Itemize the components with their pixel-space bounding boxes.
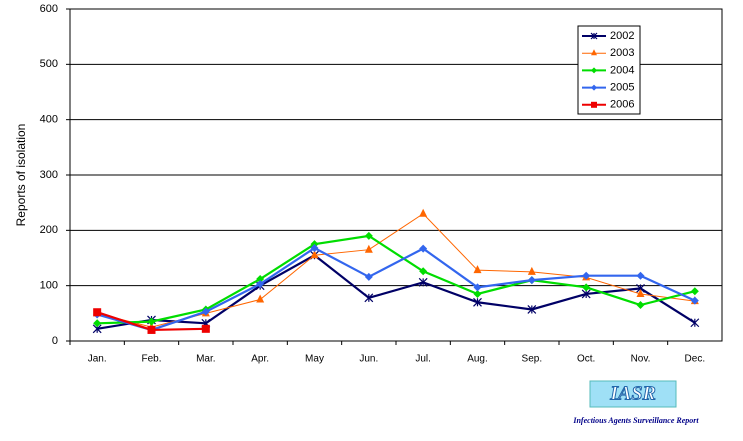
- x-tick-label: Dec.: [685, 354, 706, 365]
- series-line: [97, 234, 696, 325]
- marker: [256, 294, 265, 303]
- marker: [310, 250, 319, 259]
- x-tick-label: Nov.: [631, 354, 651, 365]
- legend-label: 2002: [610, 30, 634, 42]
- x-tick-label: Jun.: [359, 354, 378, 365]
- marker: [364, 293, 374, 303]
- marker: [419, 244, 428, 253]
- y-tick-label: 400: [40, 114, 58, 126]
- x-tick-label: Apr.: [251, 354, 269, 365]
- legend-label: 2004: [610, 64, 634, 76]
- marker: [590, 32, 598, 40]
- legend-label: 2005: [610, 82, 634, 94]
- marker: [527, 266, 536, 275]
- y-tick-label: 500: [40, 58, 58, 70]
- series-line: [96, 253, 696, 330]
- marker: [591, 49, 597, 56]
- marker: [364, 231, 373, 240]
- y-tick-label: 0: [52, 335, 58, 347]
- marker: [582, 283, 591, 292]
- marker: [419, 208, 428, 217]
- marker: [310, 244, 319, 253]
- marker: [256, 280, 265, 289]
- marker: [93, 308, 102, 317]
- marker: [201, 324, 210, 333]
- x-tick-label: Oct.: [577, 354, 595, 365]
- x-tick-label: May: [305, 354, 324, 365]
- marker: [147, 325, 156, 334]
- marker: [201, 307, 210, 316]
- marker: [636, 301, 645, 310]
- marker: [690, 318, 700, 328]
- y-tick-label: 600: [40, 3, 58, 15]
- series: [93, 208, 699, 331]
- series: [93, 308, 210, 334]
- marker: [527, 305, 537, 314]
- x-tick-label: Sep.: [522, 354, 543, 365]
- series: [93, 231, 699, 328]
- marker: [364, 244, 373, 253]
- legend-label: 2006: [610, 99, 634, 111]
- logo: IASR Infectious Agents Surveillance Repo…: [572, 380, 699, 425]
- legend-label: 2003: [610, 47, 634, 59]
- y-tick-label: 200: [40, 224, 58, 236]
- marker: [636, 271, 645, 280]
- marker: [473, 289, 482, 298]
- marker: [690, 287, 699, 296]
- x-tick-label: Jul.: [415, 354, 431, 365]
- logo-subtitle: Infectious Agents Surveillance Report: [572, 416, 699, 425]
- marker: [473, 283, 482, 292]
- marker: [419, 267, 428, 276]
- y-tick-label: 100: [40, 280, 58, 292]
- logo-title: IASR: [609, 383, 656, 405]
- marker: [591, 67, 597, 74]
- marker: [527, 276, 536, 285]
- marker: [473, 265, 482, 274]
- marker: [473, 297, 482, 307]
- y-axis-label: Reports of isolation: [14, 124, 28, 227]
- logo-box: [589, 380, 677, 408]
- marker: [591, 101, 597, 108]
- x-tick-label: Jan.: [88, 354, 107, 365]
- marker: [256, 275, 265, 284]
- marker: [147, 317, 156, 326]
- marker: [582, 271, 591, 280]
- marker: [636, 288, 645, 297]
- y-tick-label: 300: [40, 169, 58, 181]
- x-tick-label: Aug.: [467, 354, 488, 365]
- marker: [418, 277, 428, 287]
- series-line: [96, 246, 696, 332]
- x-tick-label: Feb.: [141, 354, 161, 365]
- marker: [364, 272, 373, 281]
- marker: [591, 84, 597, 91]
- marker: [93, 319, 102, 328]
- x-tick-label: Mar.: [196, 354, 215, 365]
- marker: [690, 296, 699, 305]
